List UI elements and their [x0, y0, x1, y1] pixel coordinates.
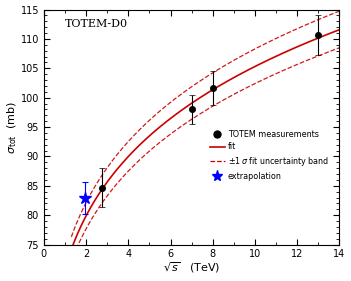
Text: TOTEM-D0: TOTEM-D0	[65, 19, 128, 29]
X-axis label: $\sqrt{s}$   (TeV): $\sqrt{s}$ (TeV)	[163, 261, 220, 275]
Y-axis label: $\sigma_{\mathrm{tot}}$  (mb): $\sigma_{\mathrm{tot}}$ (mb)	[6, 101, 19, 153]
Legend: TOTEM measurements, fit, $\pm 1\,\sigma$ fit uncertainty band, extrapolation: TOTEM measurements, fit, $\pm 1\,\sigma$…	[207, 126, 332, 184]
